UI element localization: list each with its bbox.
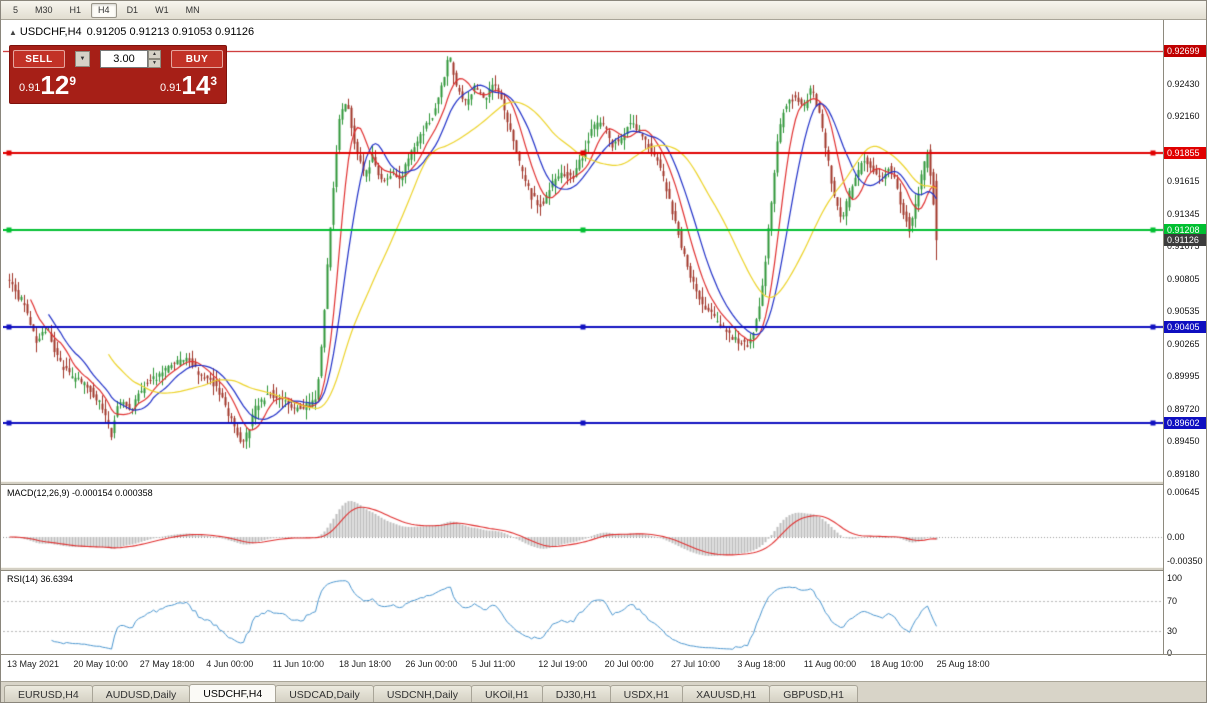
volume-dropdown-button[interactable]: ▼	[75, 51, 90, 67]
rsi-axis-label: 0	[1167, 648, 1173, 658]
bid-prefix: 0.91	[19, 82, 41, 94]
time-axis-label: 20 May 10:00	[73, 659, 128, 669]
price-axis-tick: 0.92430	[1167, 79, 1200, 89]
chart-tab-eurusd-h4[interactable]: EURUSD,H4	[4, 685, 93, 702]
timeframe-button-5[interactable]: 5	[13, 4, 19, 15]
rsi-label: RSI(14) 36.6394	[7, 574, 74, 584]
timeframe-button-mn[interactable]: MN	[185, 4, 200, 15]
collapse-arrow-icon[interactable]: ▲	[9, 28, 17, 37]
buy-button[interactable]: BUY	[171, 50, 223, 68]
chart-tab-audusd-daily[interactable]: AUDUSD,Daily	[91, 685, 191, 702]
price-axis[interactable]: 0.92430 0.92160 0.91615 0.91345 0.91075 0.908…	[1164, 20, 1206, 658]
price-axis-tick: 0.89720	[1167, 404, 1200, 414]
price-axis-divider	[1163, 20, 1164, 654]
timeframe-button-h4[interactable]: H4	[91, 2, 117, 18]
rsi-panel-canvas[interactable]	[3, 571, 1163, 654]
price-axis-tick: 0.90265	[1167, 339, 1200, 349]
panel-separator[interactable]	[1, 481, 1206, 485]
ask-price[interactable]: 0.91 14 3	[160, 71, 217, 99]
panel-separator[interactable]	[1, 567, 1206, 571]
chart-tab-dj30-h1[interactable]: DJ30,H1	[541, 685, 611, 702]
trade-panel-controls: SELL ▼ ▲ ▼ BUY	[13, 49, 223, 69]
chart-symbol-label: USDCHF,H4	[19, 26, 82, 38]
timeframe-button-h1[interactable]: H1	[69, 4, 82, 15]
macd-panel-canvas[interactable]	[3, 485, 1163, 567]
volume-down-button[interactable]: ▼	[148, 59, 161, 68]
price-axis-tick: 0.90535	[1167, 306, 1200, 316]
price-line-label: 0.92699	[1164, 45, 1206, 57]
time-axis-label: 12 Jul 19:00	[538, 659, 588, 669]
macd-axis-label: -0.00350	[1167, 556, 1203, 566]
time-axis-label: 3 Aug 18:00	[737, 659, 786, 669]
rsi-axis-label: 100	[1167, 573, 1183, 583]
bid-big-digits: 12	[40, 70, 70, 100]
time-axis-label: 5 Jul 11:00	[471, 659, 516, 669]
price-axis-tick: 0.89450	[1167, 436, 1200, 446]
bid-price[interactable]: 0.91 12 9	[19, 71, 76, 99]
rsi-axis-label: 70	[1167, 596, 1178, 606]
ask-big-digits: 14	[181, 70, 211, 100]
chart-title: ▲ USDCHF,H4 0.91205 0.91213 0.91053 0.9112…	[9, 26, 254, 38]
trade-panel-prices: 0.91 12 9 0.91 14 3	[13, 69, 223, 100]
chart-tab-usdcad-daily[interactable]: USDCAD,Daily	[275, 685, 374, 702]
chart-tab-ukoil-h1[interactable]: UKOil,H1	[471, 685, 543, 702]
ask-prefix: 0.91	[159, 82, 182, 94]
time-axis-label: 27 Jul 10:00	[671, 659, 721, 669]
price-line-label: 0.91855	[1164, 147, 1206, 159]
time-axis-label: 4 Jun 00:00	[206, 659, 254, 669]
time-axis-label: 20 Jul 00:00	[604, 659, 654, 669]
timeframe-toolbar: 5 M30 H1 H4 D1 W1 MN	[1, 1, 1206, 20]
volume-field-group: ▲ ▼	[100, 50, 161, 68]
time-axis-label: 25 Aug 18:00	[936, 659, 990, 669]
chart-tabs-bar: EURUSD,H4 AUDUSD,Daily USDCHF,H4 USDCAD,Dai…	[1, 681, 1206, 702]
price-axis-tick: 0.91615	[1167, 176, 1200, 186]
chart-tab-usdx-h1[interactable]: USDX,H1	[609, 685, 684, 702]
bid-pip-digit: 9	[69, 74, 77, 88]
price-axis-tick: 0.92160	[1167, 111, 1200, 121]
rsi-axis-label: 30	[1167, 626, 1178, 636]
price-line-label: 0.89602	[1164, 417, 1206, 429]
time-axis-label: 13 May 2021	[7, 659, 60, 669]
price-line-label: 0.90405	[1164, 321, 1206, 333]
chart-tab-usdcnh-daily[interactable]: USDCNH,Daily	[372, 685, 472, 702]
sell-button[interactable]: SELL	[13, 50, 65, 68]
chart-ohlc-values: 0.91205 0.91213 0.91053 0.91126	[86, 26, 255, 38]
chart-tab-xauusd-h1[interactable]: XAUUSD,H1	[682, 685, 771, 702]
time-axis-label: 18 Aug 10:00	[870, 659, 924, 669]
time-axis-label: 11 Jun 10:00	[272, 659, 324, 669]
price-axis-tick: 0.91345	[1167, 209, 1200, 219]
timeframe-button-w1[interactable]: W1	[155, 4, 169, 15]
volume-input[interactable]	[100, 50, 148, 68]
timeframe-button-d1[interactable]: D1	[126, 4, 139, 15]
price-axis-tick: 0.89995	[1167, 371, 1200, 381]
ask-pip-digit: 3	[210, 74, 217, 88]
time-axis-label: 26 Jun 00:00	[405, 659, 458, 669]
price-axis-tick: 0.89180	[1167, 469, 1200, 479]
time-axis-label: 18 Jun 18:00	[339, 659, 392, 669]
price-line-label: 0.91208	[1164, 224, 1206, 236]
macd-axis-label: 0.00645	[1167, 487, 1200, 497]
price-axis-tick: 0.91075	[1167, 241, 1200, 251]
time-axis-divider	[1, 654, 1206, 655]
volume-spinner: ▲ ▼	[148, 50, 161, 68]
time-axis-label: 11 Aug 00:00	[803, 659, 857, 669]
price-axis-tick: 0.90805	[1167, 274, 1200, 284]
current-price-label: 0.91126	[1164, 234, 1206, 246]
time-axis[interactable]: 13 May 2021 20 May 10:00 27 May 18:00 4 Jun…	[3, 655, 1163, 681]
time-axis-label: 27 May 18:00	[139, 659, 195, 669]
chart-tab-gbpusd-h1[interactable]: GBPUSD,H1	[769, 685, 858, 702]
chevron-down-icon: ▼	[79, 56, 86, 62]
macd-label: MACD(12,26,9) -0.000154 0.000358	[7, 488, 153, 498]
volume-up-button[interactable]: ▲	[148, 50, 161, 59]
chart-tab-usdchf-h4[interactable]: USDCHF,H4	[189, 684, 277, 702]
timeframe-button-m30[interactable]: M30	[35, 4, 53, 15]
macd-axis-label: 0.00	[1167, 532, 1185, 542]
